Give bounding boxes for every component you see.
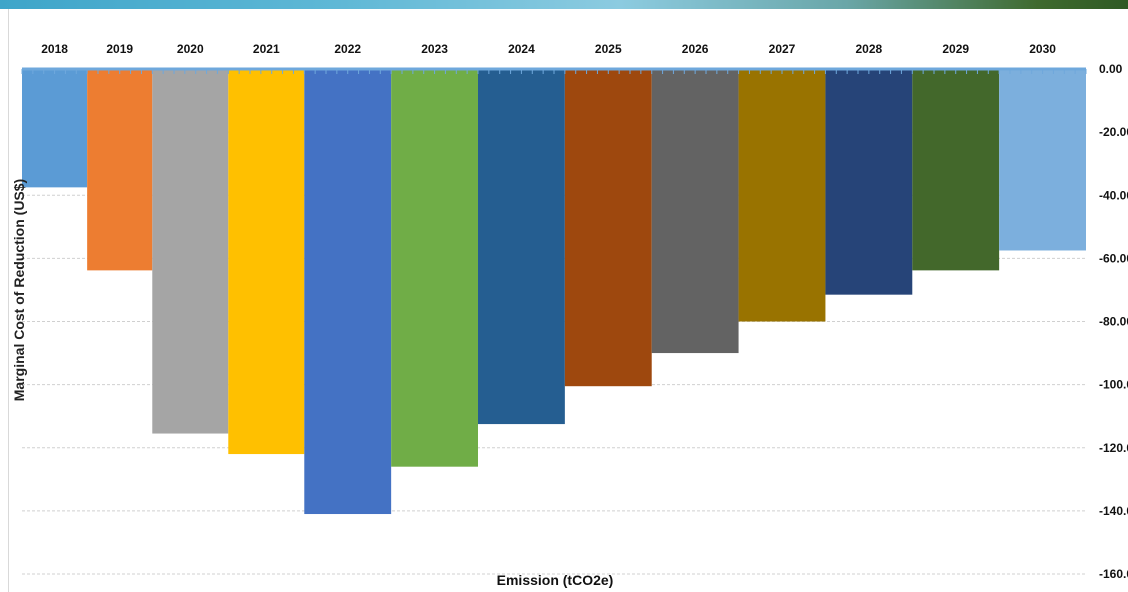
y-axis-label: Marginal Cost of Reduction (US$): [11, 178, 27, 402]
y-tick-label: -80.00: [1099, 315, 1128, 329]
bar-2022: [304, 69, 392, 515]
category-label-2027: 2027: [769, 42, 796, 56]
y-axis-ticks: 0.00 -20.00 -40.00 -60.00 -80.00 -100.00 -120.…: [1099, 62, 1128, 581]
bar-2025: [564, 69, 652, 387]
category-labels: 2018 2019 2020 2021 2022 2023 2024 2025 2026 2027…: [41, 42, 1056, 56]
bar-2019: [87, 69, 153, 271]
category-label-2029: 2029: [942, 42, 969, 56]
category-label-2022: 2022: [334, 42, 361, 56]
bar-2030: [999, 69, 1086, 251]
slide-border: [8, 9, 9, 592]
category-label-2026: 2026: [682, 42, 709, 56]
bars: [22, 69, 1086, 515]
y-tick-label: -20.00: [1099, 125, 1128, 139]
bar-2023: [391, 69, 478, 467]
category-label-2018: 2018: [41, 42, 68, 56]
bar-2028: [825, 69, 913, 295]
category-label-2019: 2019: [106, 42, 133, 56]
category-label-2024: 2024: [508, 42, 535, 56]
y-tick-label: -100.00: [1099, 378, 1128, 392]
y-tick-label: 0.00: [1099, 62, 1123, 76]
x-axis-top: [21, 67, 1087, 74]
bar-2020: [152, 69, 229, 434]
y-tick-label: -120.00: [1099, 441, 1128, 455]
bar-2024: [478, 69, 565, 425]
bar-2021: [228, 69, 305, 455]
category-label-2021: 2021: [253, 42, 280, 56]
category-label-2020: 2020: [177, 42, 204, 56]
y-tick-label: -40.00: [1099, 188, 1128, 202]
bar-2027: [738, 69, 826, 322]
y-tick-label: -60.00: [1099, 251, 1128, 265]
y-axis-label-wrap: Marginal Cost of Reduction (US$): [11, 120, 27, 460]
y-tick-label: -140.00: [1099, 504, 1128, 518]
category-label-2023: 2023: [421, 42, 448, 56]
category-label-2025: 2025: [595, 42, 622, 56]
header-banner: [0, 0, 1128, 9]
bar-2026: [651, 69, 739, 354]
category-label-2028: 2028: [856, 42, 883, 56]
category-label-2030: 2030: [1029, 42, 1056, 56]
x-axis-label: Emission (tCO2e): [496, 572, 614, 588]
bar-2029: [912, 69, 1000, 271]
bar-2018: [22, 69, 88, 188]
y-tick-label: -160.00: [1099, 567, 1128, 581]
